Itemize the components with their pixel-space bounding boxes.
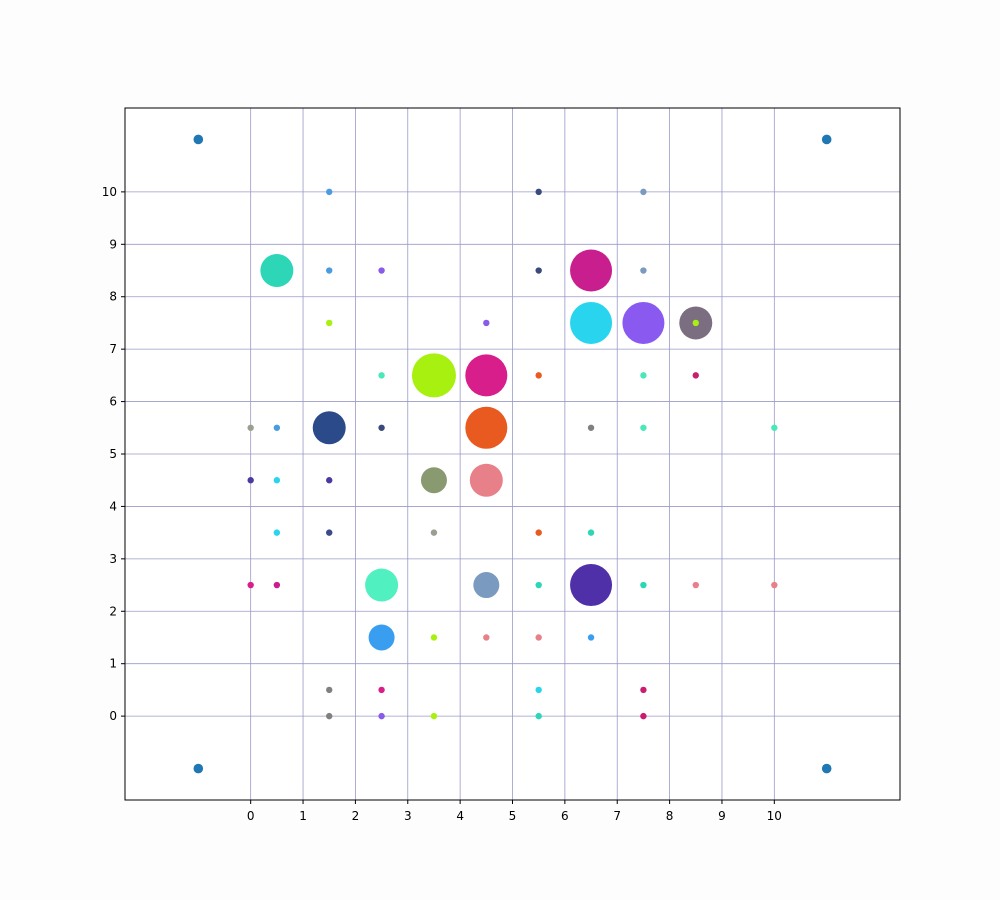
data-point xyxy=(692,581,699,589)
x-tick-label: 3 xyxy=(404,809,412,823)
x-tick-label: 0 xyxy=(247,809,255,823)
x-tick-label: 8 xyxy=(666,809,674,823)
data-point xyxy=(587,529,595,536)
data-point xyxy=(326,188,333,196)
y-tick-label: 4 xyxy=(109,499,117,513)
x-tick-label: 5 xyxy=(509,809,517,823)
x-tick-label: 9 xyxy=(718,809,726,823)
x-tick-label: 6 xyxy=(561,809,569,823)
data-point xyxy=(535,581,542,589)
data-point xyxy=(535,529,542,536)
data-point xyxy=(247,581,254,589)
data-point xyxy=(535,188,542,196)
corner-point xyxy=(193,134,204,145)
data-point xyxy=(473,572,500,599)
x-tick-label: 2 xyxy=(352,809,360,823)
y-tick-label: 3 xyxy=(109,552,117,566)
data-point xyxy=(692,319,699,327)
data-point xyxy=(378,372,385,379)
data-point xyxy=(430,529,438,536)
y-tick-label: 2 xyxy=(109,604,117,618)
plot-frame xyxy=(124,107,901,801)
data-point xyxy=(771,581,778,589)
data-point xyxy=(483,319,490,327)
y-tick-label: 9 xyxy=(109,237,117,251)
data-point xyxy=(430,712,438,720)
data-point xyxy=(368,624,395,651)
y-tick-label: 10 xyxy=(102,185,117,199)
grid-lines xyxy=(125,108,900,800)
data-point xyxy=(273,477,281,484)
data-point xyxy=(465,354,508,397)
data-point xyxy=(640,267,647,274)
x-tick-label: 1 xyxy=(299,809,307,823)
data-point xyxy=(570,249,613,292)
y-tick-label: 1 xyxy=(109,657,117,671)
y-tick-label: 7 xyxy=(109,342,117,356)
corner-point xyxy=(821,134,832,145)
corner-point xyxy=(821,763,832,774)
x-tick-label: 7 xyxy=(613,809,621,823)
data-point xyxy=(326,686,333,694)
data-point xyxy=(640,424,647,431)
data-points xyxy=(247,188,778,720)
data-point xyxy=(273,424,281,431)
data-point xyxy=(640,581,647,589)
data-point xyxy=(535,712,542,720)
y-tick-label: 5 xyxy=(109,447,117,461)
data-point xyxy=(587,634,595,641)
data-point xyxy=(411,353,456,398)
data-point xyxy=(570,564,613,607)
data-point xyxy=(326,529,333,536)
data-point xyxy=(312,411,346,445)
data-point xyxy=(326,712,333,720)
x-axis: 0 1 2 3 4 5 6 7 8 9 10 xyxy=(247,800,782,823)
data-point xyxy=(570,301,613,344)
data-point xyxy=(326,319,333,327)
data-point xyxy=(535,267,542,274)
data-point xyxy=(247,477,254,484)
data-point xyxy=(247,424,254,431)
data-point xyxy=(260,254,294,288)
data-point xyxy=(378,267,385,274)
x-tick-label: 4 xyxy=(456,809,464,823)
data-point xyxy=(378,424,385,431)
data-point xyxy=(326,267,333,274)
data-point xyxy=(365,568,399,602)
y-tick-label: 0 xyxy=(109,709,117,723)
data-point xyxy=(771,424,778,431)
corner-markers xyxy=(193,134,832,774)
data-point xyxy=(622,301,665,344)
data-point xyxy=(640,188,647,196)
corner-point xyxy=(193,763,204,774)
data-point xyxy=(378,712,385,720)
data-point xyxy=(273,581,281,589)
data-point xyxy=(535,686,542,694)
data-point xyxy=(535,634,542,641)
data-point xyxy=(273,529,281,536)
y-axis: 0 1 2 3 4 5 6 7 8 9 10 xyxy=(102,185,125,723)
data-point xyxy=(587,424,595,431)
data-point xyxy=(420,467,447,494)
data-point xyxy=(326,477,333,484)
data-point xyxy=(483,634,490,641)
data-point xyxy=(640,686,647,694)
x-tick-label: 10 xyxy=(767,809,782,823)
data-point xyxy=(430,634,438,641)
data-point xyxy=(640,372,647,379)
y-tick-label: 8 xyxy=(109,290,117,304)
data-point xyxy=(535,372,542,379)
data-point xyxy=(465,406,508,449)
data-point xyxy=(469,463,503,497)
data-point xyxy=(640,712,647,720)
data-point xyxy=(692,372,699,379)
data-point xyxy=(378,686,385,694)
y-tick-label: 6 xyxy=(109,395,117,409)
